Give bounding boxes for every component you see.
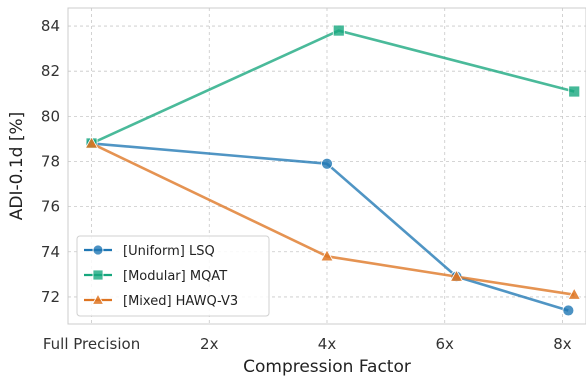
data-point <box>562 304 575 317</box>
x-tick-label: 4x <box>318 335 337 353</box>
y-tick-label: 84 <box>41 17 60 35</box>
data-point <box>449 269 464 282</box>
y-tick-label: 74 <box>41 243 60 261</box>
legend-marker <box>92 244 104 256</box>
x-tick-label: 6x <box>436 335 455 353</box>
series-line <box>90 142 575 296</box>
data-point <box>567 287 581 300</box>
y-tick-label: 76 <box>41 198 60 216</box>
legend-marker <box>92 269 104 281</box>
y-tick-label: 72 <box>41 288 60 306</box>
data-point <box>568 85 581 98</box>
x-tick-label: 2x <box>200 335 219 353</box>
ticks: 72 74 76 78 80 82 84 Full Precision 2x 4x 6x 8x <box>41 17 572 353</box>
y-axis-title: ADI-0.1d [%] <box>7 112 27 221</box>
x-axis-title: Compression Factor <box>243 357 411 377</box>
data-point <box>321 157 333 170</box>
legend-box <box>76 235 270 317</box>
y-tick-label: 82 <box>41 62 60 80</box>
legend: [Uniform] LSQ [Modular] MQAT [Mixed] HAWQ-… <box>76 235 270 317</box>
y-tick-label: 80 <box>41 107 60 125</box>
data-point <box>320 249 334 262</box>
x-tick-label: 8x <box>553 335 572 353</box>
data-point <box>332 24 345 37</box>
series-line <box>91 142 569 312</box>
series-3 <box>84 136 581 300</box>
data-point <box>84 136 99 149</box>
legend-marker <box>91 293 105 305</box>
series-group <box>84 24 581 317</box>
legend-label: [Uniform] LSQ <box>123 244 215 259</box>
x-tick-label: Full Precision <box>43 335 140 353</box>
legend-label: [Mixed] HAWQ-V3 <box>123 294 238 309</box>
y-tick-label: 78 <box>41 152 60 170</box>
legend-label: [Modular] MQAT <box>123 269 227 284</box>
